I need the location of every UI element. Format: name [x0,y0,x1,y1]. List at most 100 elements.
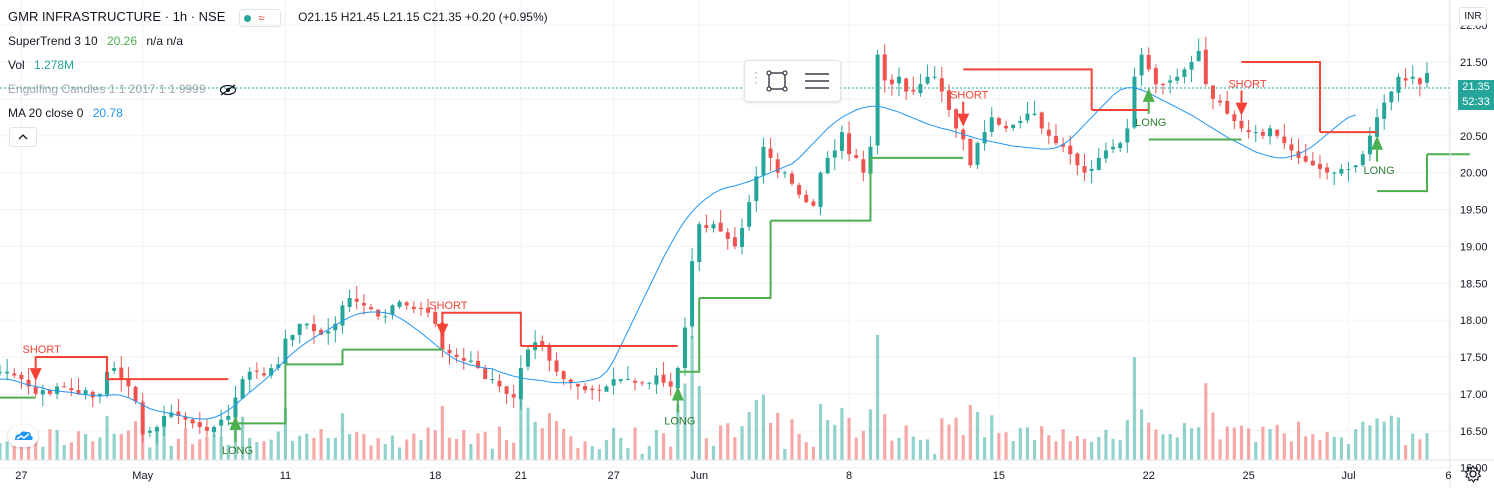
candle-body [447,349,452,354]
candle-body [40,390,45,395]
currency-button[interactable]: INR [1459,7,1487,26]
supertrend-label: SuperTrend 3 10 [8,34,98,48]
candle-body [1046,129,1051,136]
volume-bar [419,439,423,460]
candle-body [483,368,488,380]
candle-body [925,76,930,84]
settings-lines-icon[interactable] [803,69,831,93]
symbol-title[interactable]: GMR INFRASTRUCTURE · 1h · NSE [8,9,226,25]
volume-bar [975,411,980,460]
candle-body [283,338,288,365]
volume-bar [826,420,830,460]
candle-body [725,232,730,239]
volume-bar [462,430,466,460]
candle-body [554,360,559,372]
ma20-line [0,87,1356,420]
candle-body [90,391,95,398]
symbol-legend: GMR INFRASTRUCTURE · 1h · NSE ≈ O21.15 H… [8,9,548,27]
volume-bar [133,421,138,460]
volume-bar [262,441,266,460]
candle-body [1132,76,1137,128]
time-tick-label: 22 [1143,470,1155,482]
volume-bar [1075,435,1079,460]
volume-bar [1068,441,1072,460]
volume-bar [469,444,473,460]
candle-body [1360,154,1365,166]
volume-bar [961,435,965,460]
volume-bar [1040,426,1044,460]
volume-bar [783,448,787,460]
candle-body [704,225,709,228]
tradingview-logo-button[interactable] [8,425,38,447]
candle-body [404,302,409,306]
candle-body [861,159,866,173]
candle-body [376,309,381,317]
candle-body [105,371,110,395]
candle-body [590,388,595,391]
volume-bar [1147,422,1151,460]
ma-legend[interactable]: MA 20 close 0 20.78 [8,105,123,121]
volume-bar [1247,428,1251,460]
candle-body [1153,68,1158,85]
candle-body [647,382,652,384]
volume-bars [0,335,1429,460]
long-signal-label: LONG [664,416,695,428]
market-status-box[interactable]: ≈ [238,9,281,27]
chart-settings-button[interactable] [1463,464,1483,484]
volume-legend[interactable]: Vol 1.278M [8,57,74,73]
volume-value: 1.278M [34,58,75,72]
candle-body [711,224,716,229]
volume-bar [1425,433,1429,460]
volume-bar [847,417,851,460]
candle-body [568,379,573,383]
eye-slash-icon[interactable] [219,84,237,96]
volume-bar [925,439,930,460]
candle-body [675,368,680,389]
tradingview-logo-icon [15,431,33,440]
candle-body [954,109,959,129]
supertrend-segment [770,157,872,222]
price-tick-label: 17.50 [1460,352,1488,364]
volume-bar [490,448,494,460]
time-tick-label: 18 [429,470,441,482]
volume-bar [876,335,880,460]
volume-bar [1061,429,1065,460]
candle-body [1196,50,1201,62]
volume-bar [5,441,9,460]
price-tick-label: 20.00 [1460,168,1488,180]
rectangle-tool-icon[interactable] [765,69,789,93]
candle-body [397,301,402,307]
candle-body [76,389,81,394]
candle-body [839,132,844,151]
price-tick-label: 21.50 [1460,57,1488,69]
time-tick-label: Jun [690,470,708,482]
volume-bar [1025,427,1030,460]
candle-body [811,201,816,206]
volume-bar [1368,425,1372,460]
engulfing-legend[interactable]: Engulfing Candles 1 1 2017 1 1 9999 [8,81,237,97]
candle-body [939,78,944,92]
volume-bar [290,440,295,460]
candle-body [1389,91,1394,103]
engulfing-label: Engulfing Candles 1 1 2017 1 1 9999 [8,82,206,96]
volume-bar [1254,442,1258,460]
volume-bar [0,443,2,460]
supertrend-legend[interactable]: SuperTrend 3 10 20.26 n/a n/a [8,33,183,49]
supertrend-segment [442,311,522,346]
drag-handle-icon[interactable]: ⋮ [749,69,763,85]
volume-bar [1132,357,1137,460]
drawing-toolbar[interactable]: ⋮ [744,60,841,102]
candle-body [1403,78,1408,81]
time-tick-label: 11 [280,470,291,482]
gear-icon [1464,464,1482,484]
price-tick-label: 16.50 [1460,426,1488,438]
candle-body [754,176,759,201]
volume-bar [797,433,801,460]
time-tick-label: 6 [1445,470,1451,482]
volume-bar [954,417,958,460]
collapse-legend-button[interactable] [9,127,37,147]
volume-bar [661,433,666,460]
candle-body [326,331,331,334]
candle-body [354,298,359,302]
